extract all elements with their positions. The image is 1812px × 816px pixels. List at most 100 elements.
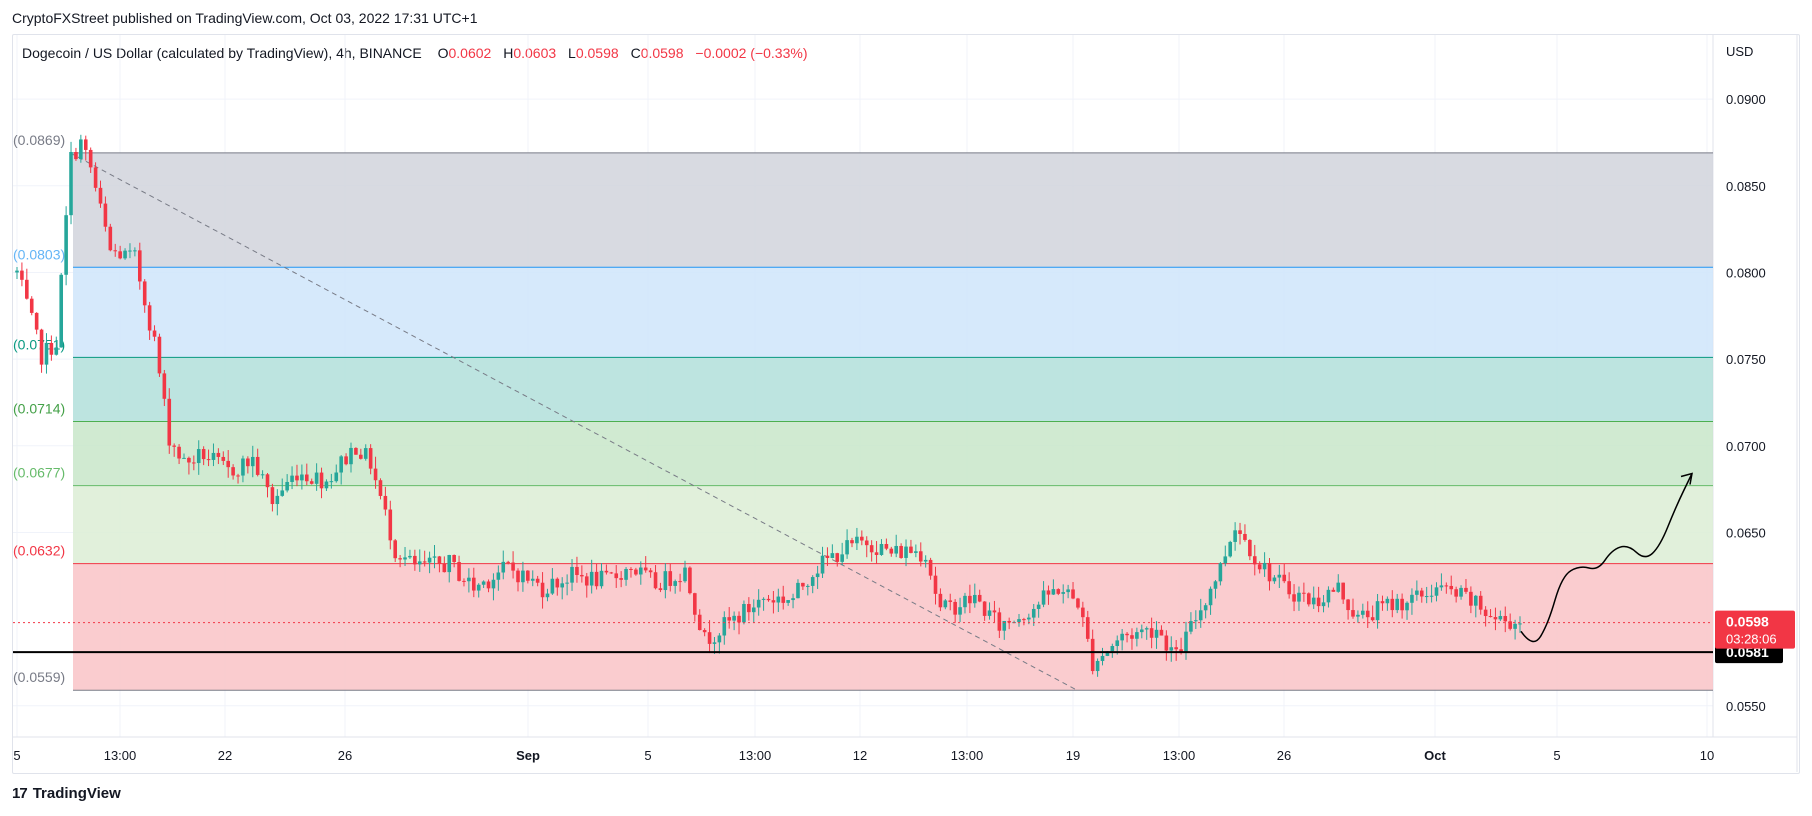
candle-body [761, 598, 766, 600]
candle-body [1390, 598, 1395, 611]
candle-body [1429, 595, 1434, 597]
candle-body [1361, 610, 1365, 615]
candle-body [118, 251, 122, 259]
candle-body [128, 250, 132, 252]
fib-level-label: (0.0714) [13, 401, 65, 417]
candle-body [20, 270, 24, 280]
candle-body [805, 585, 810, 587]
candle-body [722, 617, 727, 636]
candle-body [1449, 585, 1454, 590]
candle-body [874, 552, 879, 555]
candle-body [339, 456, 343, 473]
candle-body [59, 274, 64, 348]
candle-body [1002, 620, 1007, 631]
candle-body [1272, 577, 1277, 582]
candle-body [747, 603, 751, 613]
candle-body [594, 571, 599, 587]
candle-body [373, 468, 378, 481]
close-value: 0.0598 [640, 45, 684, 61]
candle-body [1297, 592, 1301, 602]
candle-body [1233, 530, 1237, 542]
candle-body [845, 540, 849, 555]
fib-band [73, 563, 1713, 691]
candle-body [344, 456, 348, 465]
candle-body [432, 556, 437, 558]
candle-body [496, 572, 501, 580]
candle-body [580, 574, 584, 577]
candle-body [506, 561, 510, 563]
candle-body [796, 582, 800, 599]
candle-body [658, 588, 663, 591]
time-tick-label: 26 [338, 748, 352, 763]
candle-body [668, 571, 673, 586]
candle-body [123, 250, 127, 259]
candle-body [707, 632, 712, 644]
candle-body [142, 281, 147, 306]
candle-body [511, 562, 515, 571]
candle-body [860, 536, 864, 541]
candle-body [1424, 596, 1429, 598]
candle-body [501, 561, 506, 573]
candle-body [1311, 597, 1316, 605]
candle-body [260, 474, 265, 476]
candle-body [422, 561, 427, 563]
candle-body [1518, 623, 1522, 625]
candle-body [481, 581, 486, 585]
candle-body [663, 571, 668, 591]
candle-body [447, 554, 452, 573]
candle-body [309, 481, 314, 484]
candle-body [1302, 592, 1306, 594]
candle-body [255, 456, 260, 475]
candle-body [442, 563, 447, 573]
candle-body [526, 570, 530, 581]
candle-body [476, 584, 481, 591]
bar-countdown-label: 03:28:06 [1726, 632, 1777, 647]
candle-body [241, 458, 245, 476]
candle-body [74, 152, 78, 160]
candle-body [1022, 619, 1026, 621]
candle-body [295, 475, 299, 481]
candle-body [575, 566, 579, 575]
candle-body [1341, 582, 1345, 600]
candle-body [992, 610, 997, 613]
candle-body [1395, 598, 1400, 611]
candle-body [1252, 556, 1257, 565]
candle-body [368, 448, 373, 469]
change-value: −0.0002 (−0.33%) [695, 45, 808, 61]
time-tick-label: 5 [644, 748, 651, 763]
high-label: H [503, 45, 514, 61]
candle-body [1488, 616, 1493, 618]
open-label: O [437, 45, 449, 61]
candle-body [486, 581, 491, 589]
candle-body [69, 152, 73, 216]
candle-body [98, 187, 103, 204]
fib-band [73, 421, 1713, 486]
candle-body [1095, 660, 1100, 672]
last-price-tag [1715, 610, 1795, 649]
candle-body [201, 449, 206, 460]
candle-body [776, 596, 781, 603]
fib-level-label: (0.0803) [13, 246, 65, 262]
candle-body [810, 577, 815, 586]
candle-body [1503, 616, 1508, 622]
candle-body [1346, 599, 1350, 611]
candle-body [83, 139, 88, 150]
candle-body [1017, 619, 1021, 623]
candle-body [693, 593, 697, 615]
candle-body [643, 567, 648, 571]
candle-body [1262, 562, 1267, 570]
low-label: L [568, 45, 576, 61]
candle-body [1027, 617, 1031, 620]
candle-body [889, 548, 894, 554]
candle-body [781, 596, 786, 603]
candle-body [609, 572, 614, 574]
candle-body [815, 573, 820, 578]
tradingview-brand[interactable]: 17 TradingView [12, 785, 121, 802]
candle-body [1292, 594, 1296, 602]
candle-body [275, 495, 280, 505]
candle-body [1508, 621, 1512, 629]
candle-body [717, 635, 722, 643]
candle-body [221, 456, 226, 461]
candle-body [34, 312, 39, 330]
